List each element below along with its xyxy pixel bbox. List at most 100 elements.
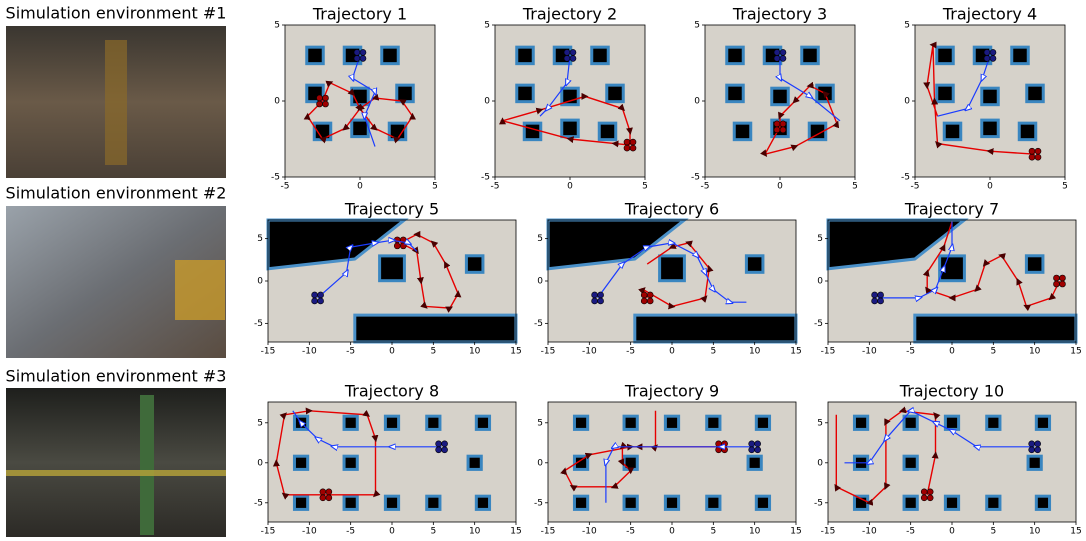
rotor	[774, 127, 780, 133]
rotor	[323, 101, 329, 107]
pillar	[140, 395, 154, 535]
rotor	[624, 145, 630, 151]
y-tick-label: 5	[257, 234, 263, 244]
obstacle	[1012, 47, 1029, 64]
pillar	[105, 40, 127, 165]
y-tick-label: 0	[694, 97, 700, 107]
rotor	[780, 49, 786, 55]
x-tick-label: 5	[852, 182, 858, 192]
obstacle	[987, 496, 1000, 509]
rotor	[394, 243, 400, 249]
rotor	[323, 95, 329, 101]
y-tick-label: 5	[257, 418, 263, 428]
rotor	[716, 441, 722, 447]
y-tick-label: 5	[694, 21, 700, 31]
rotor	[570, 55, 576, 61]
x-tick-label: -5	[491, 182, 500, 192]
rotor	[774, 55, 780, 61]
rotor	[780, 55, 786, 61]
obstacle	[1026, 256, 1043, 273]
y-tick-label: -5	[254, 319, 263, 329]
rotor	[716, 447, 722, 453]
obstacle	[624, 496, 637, 509]
rotor	[990, 55, 996, 61]
rotor	[774, 121, 780, 127]
x-tick-label: 5	[430, 527, 436, 537]
obstacle	[937, 85, 954, 102]
obstacle	[517, 85, 534, 102]
y-tick-label: -5	[534, 319, 543, 329]
rotor	[1059, 281, 1065, 287]
y-tick-label: -5	[534, 498, 543, 508]
x-tick-label: 0	[949, 347, 955, 357]
obstacle	[1028, 456, 1041, 469]
x-tick-label: 0	[389, 527, 395, 537]
obstacle	[427, 496, 440, 509]
trajectory-plot: Trajectory 8-15-10-5051015-505	[254, 382, 522, 537]
x-tick-label: -15	[541, 347, 556, 357]
obstacle	[904, 496, 917, 509]
rotor	[921, 489, 927, 495]
rotor	[436, 441, 442, 447]
x-tick-label: -15	[261, 527, 276, 537]
x-tick-label: -15	[541, 527, 556, 537]
obstacle	[904, 416, 917, 429]
x-tick-label: -5	[701, 182, 710, 192]
y-tick-label: 0	[817, 458, 823, 468]
x-tick-label: 0	[567, 182, 573, 192]
x-tick-label: -10	[582, 347, 597, 357]
rotor	[641, 298, 647, 304]
environment-images	[6, 26, 226, 537]
rotor	[317, 95, 323, 101]
rotor	[570, 49, 576, 55]
obstacle	[756, 496, 769, 509]
y-tick-label: -5	[271, 173, 280, 183]
rotor	[1053, 275, 1059, 281]
rotor	[1029, 148, 1035, 154]
obstacle	[427, 416, 440, 429]
rotor	[749, 447, 755, 453]
rotor	[647, 292, 653, 298]
x-tick-label: -10	[582, 527, 597, 537]
obstacle	[524, 123, 541, 139]
obstacle	[982, 120, 999, 137]
x-tick-label: -5	[906, 527, 915, 537]
rotor	[630, 139, 636, 145]
obstacle	[707, 416, 720, 429]
rotor	[1035, 441, 1041, 447]
obstacle	[665, 416, 678, 429]
rotor	[990, 49, 996, 55]
x-tick-label: 0	[669, 347, 675, 357]
y-tick-label: 5	[537, 234, 543, 244]
x-tick-label: -5	[346, 347, 355, 357]
x-tick-label: -15	[821, 347, 836, 357]
rotor	[592, 292, 598, 298]
obstacle	[802, 47, 819, 64]
plot-title: Trajectory 1	[312, 5, 407, 24]
obstacle	[746, 256, 763, 273]
y-tick-label: 0	[257, 458, 263, 468]
plot-title: Trajectory 7	[904, 200, 999, 219]
y-tick-label: 0	[537, 458, 543, 468]
x-tick-label: -10	[862, 527, 877, 537]
y-tick-label: -5	[901, 173, 910, 183]
obstacle	[294, 456, 307, 469]
obstacle	[466, 256, 483, 273]
rotor	[564, 49, 570, 55]
x-tick-label: -5	[626, 527, 635, 537]
x-tick-label: 15	[790, 527, 801, 537]
rotor	[755, 447, 761, 453]
rotor	[318, 292, 324, 298]
obstacle	[660, 256, 685, 281]
rotor	[872, 298, 878, 304]
y-tick-label: 5	[537, 418, 543, 428]
rotor	[1029, 441, 1035, 447]
y-tick-label: -5	[481, 173, 490, 183]
trajectory-plot: Trajectory 4-505-505	[901, 5, 1068, 192]
rotor	[927, 489, 933, 495]
obstacle	[468, 456, 481, 469]
x-tick-label: -15	[821, 527, 836, 537]
trajectory-plot: Trajectory 6-15-10-5051015-505	[534, 200, 802, 357]
wall-region	[915, 315, 1076, 342]
